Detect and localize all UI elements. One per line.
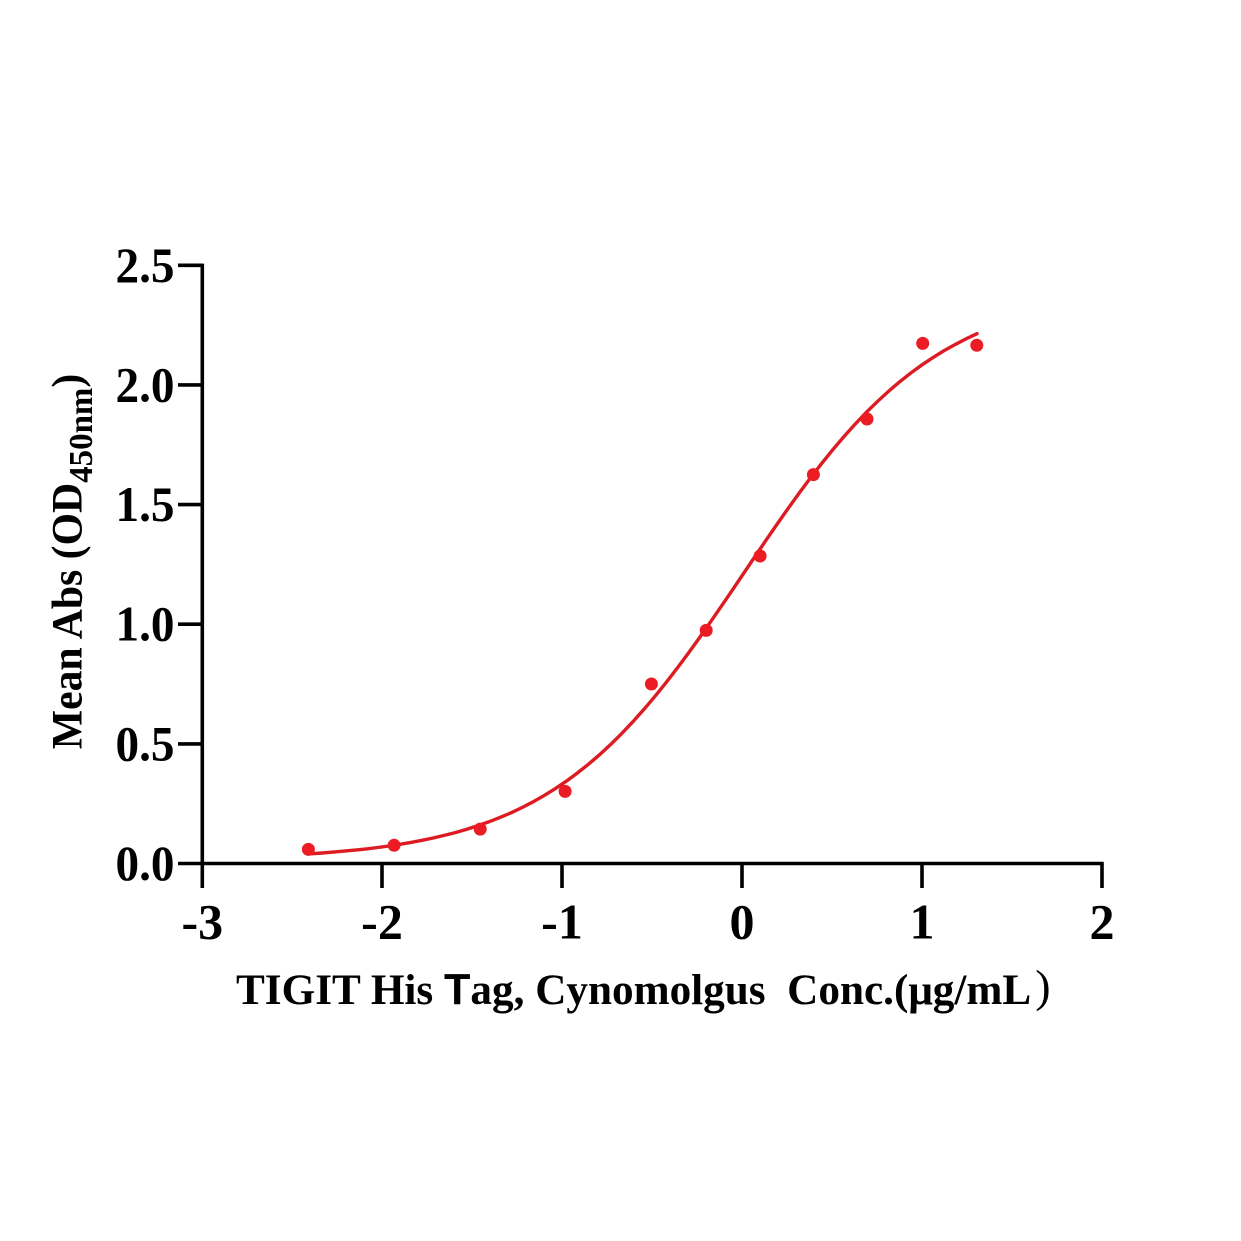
svg-text:2: 2 xyxy=(1090,894,1115,950)
svg-text:0.0: 0.0 xyxy=(116,835,175,891)
svg-text:2.0: 2.0 xyxy=(116,356,175,412)
svg-text:-2: -2 xyxy=(361,894,403,950)
svg-text:1.5: 1.5 xyxy=(116,476,175,532)
svg-text:1.0: 1.0 xyxy=(116,596,175,652)
svg-text:0.5: 0.5 xyxy=(116,715,175,771)
svg-text:-1: -1 xyxy=(541,894,583,950)
svg-text:0: 0 xyxy=(730,894,755,950)
svg-text:2.5: 2.5 xyxy=(116,237,175,293)
svg-text:1: 1 xyxy=(910,894,935,950)
svg-text:TIGIT His Tag, Cynomolgus Con: TIGIT His Tag, Cynomolgus Conc.(μg/mL) xyxy=(236,961,1051,1015)
svg-text:-3: -3 xyxy=(181,894,223,950)
svg-text:Mean Abs (OD450nm): Mean Abs (OD450nm) xyxy=(44,374,100,750)
